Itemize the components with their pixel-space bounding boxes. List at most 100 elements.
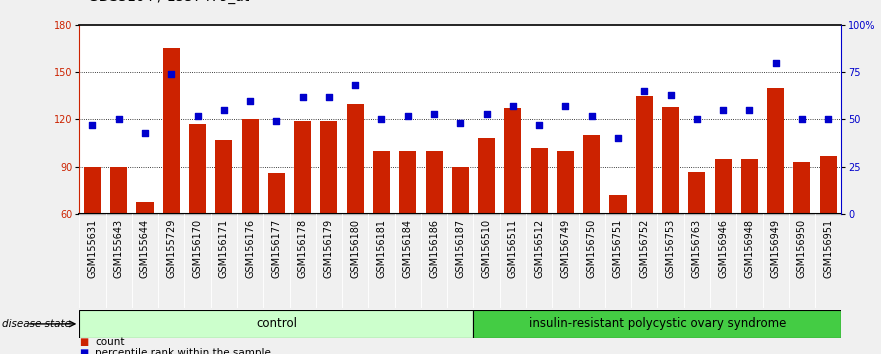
Text: GSM156171: GSM156171 — [218, 219, 229, 278]
Point — [85, 122, 100, 128]
Bar — [819, 156, 837, 309]
Point — [401, 113, 415, 119]
Point — [585, 113, 599, 119]
Text: GSM155729: GSM155729 — [167, 219, 176, 278]
Text: GDS3104 / 1557479_at: GDS3104 / 1557479_at — [88, 0, 249, 4]
Bar — [421, 214, 448, 308]
Text: GSM155631: GSM155631 — [87, 219, 98, 278]
Text: GSM156510: GSM156510 — [482, 219, 492, 278]
Bar — [137, 201, 153, 309]
Point — [611, 136, 625, 141]
Text: GSM156949: GSM156949 — [771, 219, 781, 278]
Bar — [583, 135, 600, 309]
Bar — [684, 214, 710, 308]
Bar — [500, 214, 526, 308]
Point — [348, 82, 362, 88]
Bar — [373, 151, 390, 309]
Bar — [215, 140, 233, 309]
Point — [190, 113, 204, 119]
Point — [138, 130, 152, 136]
Bar — [189, 124, 206, 309]
Bar — [106, 214, 132, 308]
Bar — [526, 214, 552, 308]
Text: GSM155643: GSM155643 — [114, 219, 123, 278]
Bar — [552, 214, 579, 308]
Bar — [346, 104, 364, 309]
Bar — [815, 214, 841, 308]
Bar — [710, 214, 737, 308]
Text: ■: ■ — [79, 337, 88, 347]
Text: GSM156511: GSM156511 — [507, 219, 518, 278]
Text: GSM156946: GSM156946 — [718, 219, 728, 278]
Text: GSM156749: GSM156749 — [560, 219, 570, 278]
Text: percentile rank within the sample: percentile rank within the sample — [95, 348, 271, 354]
Bar — [473, 214, 500, 308]
Bar — [610, 195, 626, 309]
Point — [270, 119, 284, 124]
Bar — [342, 214, 368, 308]
Bar — [448, 214, 473, 308]
Bar — [241, 119, 259, 309]
Text: control: control — [255, 318, 297, 330]
Bar — [657, 214, 684, 308]
Bar — [557, 151, 574, 309]
Bar — [662, 107, 679, 309]
Point — [322, 94, 336, 99]
Bar — [473, 310, 841, 338]
Bar — [315, 214, 342, 308]
Text: GSM156763: GSM156763 — [692, 219, 702, 278]
Bar — [636, 96, 653, 309]
Bar — [399, 151, 417, 309]
Bar — [368, 214, 395, 308]
Text: GSM156170: GSM156170 — [193, 219, 203, 278]
Bar — [158, 214, 184, 308]
Text: GSM156750: GSM156750 — [587, 219, 596, 278]
Point — [296, 94, 310, 99]
Bar — [79, 310, 473, 338]
Point — [795, 116, 809, 122]
Bar — [688, 172, 706, 309]
Bar — [794, 162, 811, 309]
Point — [243, 98, 257, 103]
Text: GSM156512: GSM156512 — [534, 219, 544, 278]
Bar — [530, 148, 548, 309]
Bar — [426, 151, 442, 309]
Bar — [163, 48, 180, 309]
Point — [112, 116, 126, 122]
Text: count: count — [95, 337, 124, 347]
Bar — [478, 138, 495, 309]
Point — [532, 122, 546, 128]
Bar — [237, 214, 263, 308]
Bar — [79, 214, 106, 308]
Text: GSM156751: GSM156751 — [613, 219, 623, 278]
Bar — [452, 167, 469, 309]
Point — [768, 60, 782, 65]
Point — [821, 116, 835, 122]
Point — [453, 120, 467, 126]
Bar — [263, 214, 290, 308]
Text: GSM156950: GSM156950 — [797, 219, 807, 278]
Bar — [211, 214, 237, 308]
Point — [716, 107, 730, 113]
Bar — [395, 214, 421, 308]
Text: GSM156184: GSM156184 — [403, 219, 413, 278]
Bar — [767, 88, 784, 309]
Bar — [631, 214, 657, 308]
Text: GSM155644: GSM155644 — [140, 219, 150, 278]
Text: GSM156187: GSM156187 — [455, 219, 465, 278]
Text: disease state: disease state — [2, 319, 70, 329]
Text: GSM156181: GSM156181 — [376, 219, 387, 278]
Point — [479, 111, 493, 116]
Text: GSM156176: GSM156176 — [245, 219, 255, 278]
Point — [164, 71, 178, 77]
Point — [427, 111, 441, 116]
Point — [506, 103, 520, 109]
Bar — [110, 167, 127, 309]
Text: GSM156951: GSM156951 — [823, 219, 833, 278]
Bar — [763, 214, 788, 308]
Bar — [741, 159, 758, 309]
Bar — [268, 173, 285, 309]
Bar — [579, 214, 605, 308]
Point — [690, 116, 704, 122]
Text: GSM156180: GSM156180 — [351, 219, 360, 278]
